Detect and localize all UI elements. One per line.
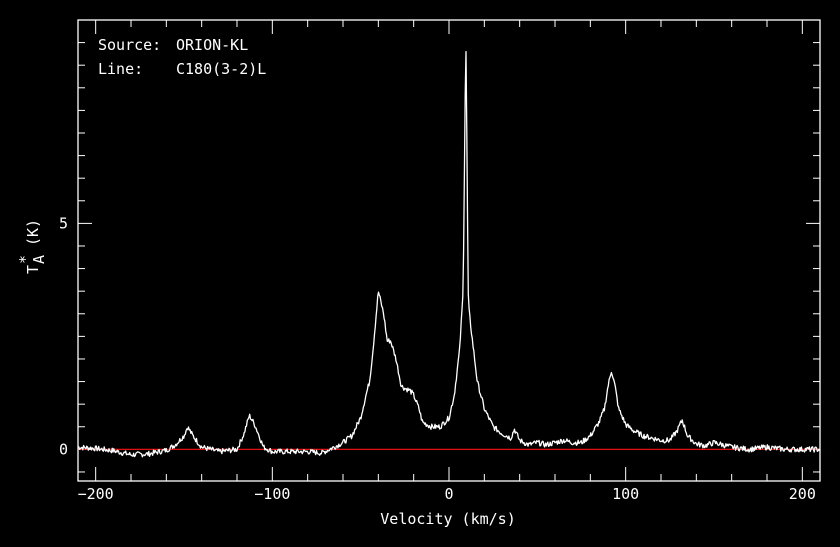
y-axis-label-main: T bbox=[24, 265, 42, 274]
x-tick-labels: −200 −100 0 100 200 bbox=[78, 485, 816, 503]
source-value: ORION-KL bbox=[176, 36, 248, 54]
y-axis-label-unit: (K) bbox=[24, 219, 42, 246]
x-tick-label: −200 bbox=[78, 485, 114, 503]
y-axis-label-sup: * bbox=[16, 255, 34, 264]
y-tick-label: 0 bbox=[59, 440, 68, 458]
y-axis-label-sub: A bbox=[30, 255, 48, 264]
source-label: Source: bbox=[98, 36, 161, 54]
y-tick-label: 5 bbox=[59, 214, 68, 232]
line-label: Line: bbox=[98, 60, 143, 78]
spectrum-line bbox=[77, 50, 821, 458]
line-value: C180(3-2)L bbox=[176, 60, 266, 78]
plot-frame bbox=[77, 19, 821, 482]
x-axis-label: Velocity (km/s) bbox=[380, 510, 515, 528]
x-tick-label: 100 bbox=[612, 485, 639, 503]
x-tick-label: 0 bbox=[444, 485, 453, 503]
y-axis-label: T * A (K) bbox=[16, 219, 48, 274]
x-tick-label: −100 bbox=[254, 485, 290, 503]
axis-ticks bbox=[78, 19, 820, 481]
x-tick-label: 200 bbox=[789, 485, 816, 503]
y-tick-labels: 05 bbox=[59, 214, 68, 458]
